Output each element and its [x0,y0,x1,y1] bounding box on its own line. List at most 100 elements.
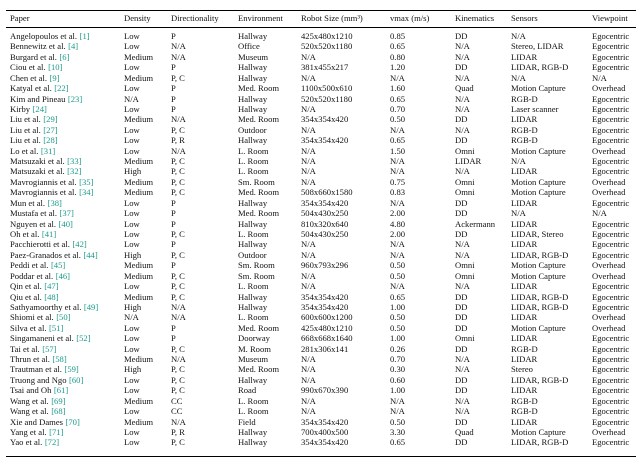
viewpoint-cell: Egocentric [592,156,630,167]
sensors-cell: LIDAR, RGB-D [511,301,569,312]
bottom-rule [6,456,636,457]
author: Ciou et al. [10,62,46,73]
environment-cell: L. Room [238,406,269,417]
paper-cell: Thrun et al. [58] [10,354,67,364]
sensors-cell: Motion Capture [511,187,566,198]
author: Wang et al. [10,406,49,417]
kinematics-cell: N/A [455,406,470,417]
viewpoint-cell: Egocentric [592,41,630,52]
viewpoint-cell: Overhead [592,260,626,271]
environment-cell: L. Room [238,228,269,239]
paper-cell: Singamaneni et al. [52] [10,333,91,343]
environment-cell: Hallway [238,31,268,41]
environment-cell: L. Room [238,281,269,292]
viewpoint-cell: Egocentric [592,103,630,114]
density-cell: Low [124,333,140,344]
citation: [27] [43,124,58,135]
density-cell: High [124,301,142,312]
density-cell: Low [124,218,140,229]
directionality-cell: N/A [171,41,186,52]
directionality-cell: N/A [171,51,186,62]
header-cell: Robot Size (mm³) [301,13,363,23]
citation: [4] [68,41,79,52]
kinematics-cell: N/A [455,281,470,292]
density-cell: High [124,364,142,375]
author: Nguyen et al. [10,218,57,229]
viewpoint-cell: Egocentric [592,239,630,250]
kinematics-cell: DD [455,62,468,73]
density-cell: Low [124,41,140,52]
kinematics-cell: DD [455,135,468,146]
viewpoint-cell: Egocentric [592,374,630,385]
kinematics-cell: N/A [455,166,470,177]
sensors-cell: RGB-D [511,124,538,135]
viewpoint-cell: Egocentric [592,395,630,406]
citation: [6] [59,51,70,62]
citation: [38] [47,197,62,208]
author: Mavrogiannis et al. [10,187,77,198]
directionality-cell: N/A [171,416,186,427]
density-cell: Low [124,426,140,437]
robot-size-cell: N/A [301,156,316,167]
directionality-cell: P, C [171,364,185,375]
paper-cell: Kirby [24] [10,104,47,114]
author: Tai et al. [10,343,40,354]
paper-cell: Angelopoulos et al. [1] [10,31,90,41]
directionality-cell: P [171,260,176,271]
paper-cell: Tsai and Oh [61] [10,385,68,395]
density-cell: Low [124,83,140,94]
robot-size-cell: 354x354x420 [301,197,349,208]
author: Matsuzaki et al. [10,156,65,167]
author: Bennewitz et al. [10,41,66,52]
sensors-cell: Motion Capture [511,176,566,187]
environment-cell: Hallway [238,301,268,312]
vmax-cell: 1.00 [390,333,406,344]
kinematics-cell: Omni [455,145,475,156]
directionality-cell: N/A [171,312,186,323]
robot-size-cell: N/A [301,406,316,417]
directionality-cell: N/A [171,114,186,125]
directionality-cell: P, C [171,281,185,292]
robot-size-cell: 960x793x296 [301,260,349,271]
directionality-cell: P, C [171,249,185,260]
paper-cell: Nguyen et al. [40] [10,219,73,229]
header-cell: Paper [10,13,30,23]
kinematics-cell: DD [455,114,468,125]
directionality-cell: P [171,218,176,229]
vmax-cell: 0.70 [390,354,406,365]
kinematics-cell: N/A [455,364,470,375]
sensors-cell: RGB-D [511,395,538,406]
header-cell: Viewpoint [592,13,628,23]
paper-cell: Peddi et al. [45] [10,260,65,270]
viewpoint-cell: Egocentric [592,416,630,427]
density-cell: Medium [124,187,154,198]
environment-cell: Outdoor [238,124,267,135]
kinematics-cell: Ackermann [455,218,496,229]
directionality-cell: N/A [171,145,186,156]
kinematics-cell: DD [455,437,468,448]
vmax-cell: 0.75 [390,176,406,187]
directionality-cell: P, C [171,374,185,385]
header-cell: Directionality [171,13,219,23]
sensors-cell: Motion Capture [511,270,566,281]
sensors-cell: LIDAR, Stereo [511,228,564,239]
robot-size-cell: 354x354x420 [301,416,349,427]
viewpoint-cell: Egocentric [592,51,630,62]
kinematics-cell: DD [455,291,468,302]
author: Mun et al. [10,197,46,208]
citation: [23] [67,93,83,104]
paper-cell: Poddar et al. [46] [10,271,70,281]
citation: [71] [49,426,64,437]
kinematics-cell: DD [455,416,468,427]
sensors-cell: LIDAR, RGB-D [511,437,569,448]
kinematics-cell: Omni [455,260,475,271]
author: Angelopoulos et al. [10,31,78,41]
density-cell: Medium [124,260,154,271]
density-cell: Low [124,281,140,292]
vmax-cell: 0.65 [390,135,406,146]
author: Chen et al. [10,72,47,83]
directionality-cell: P [171,239,176,250]
sensors-cell: LIDAR [511,281,538,292]
